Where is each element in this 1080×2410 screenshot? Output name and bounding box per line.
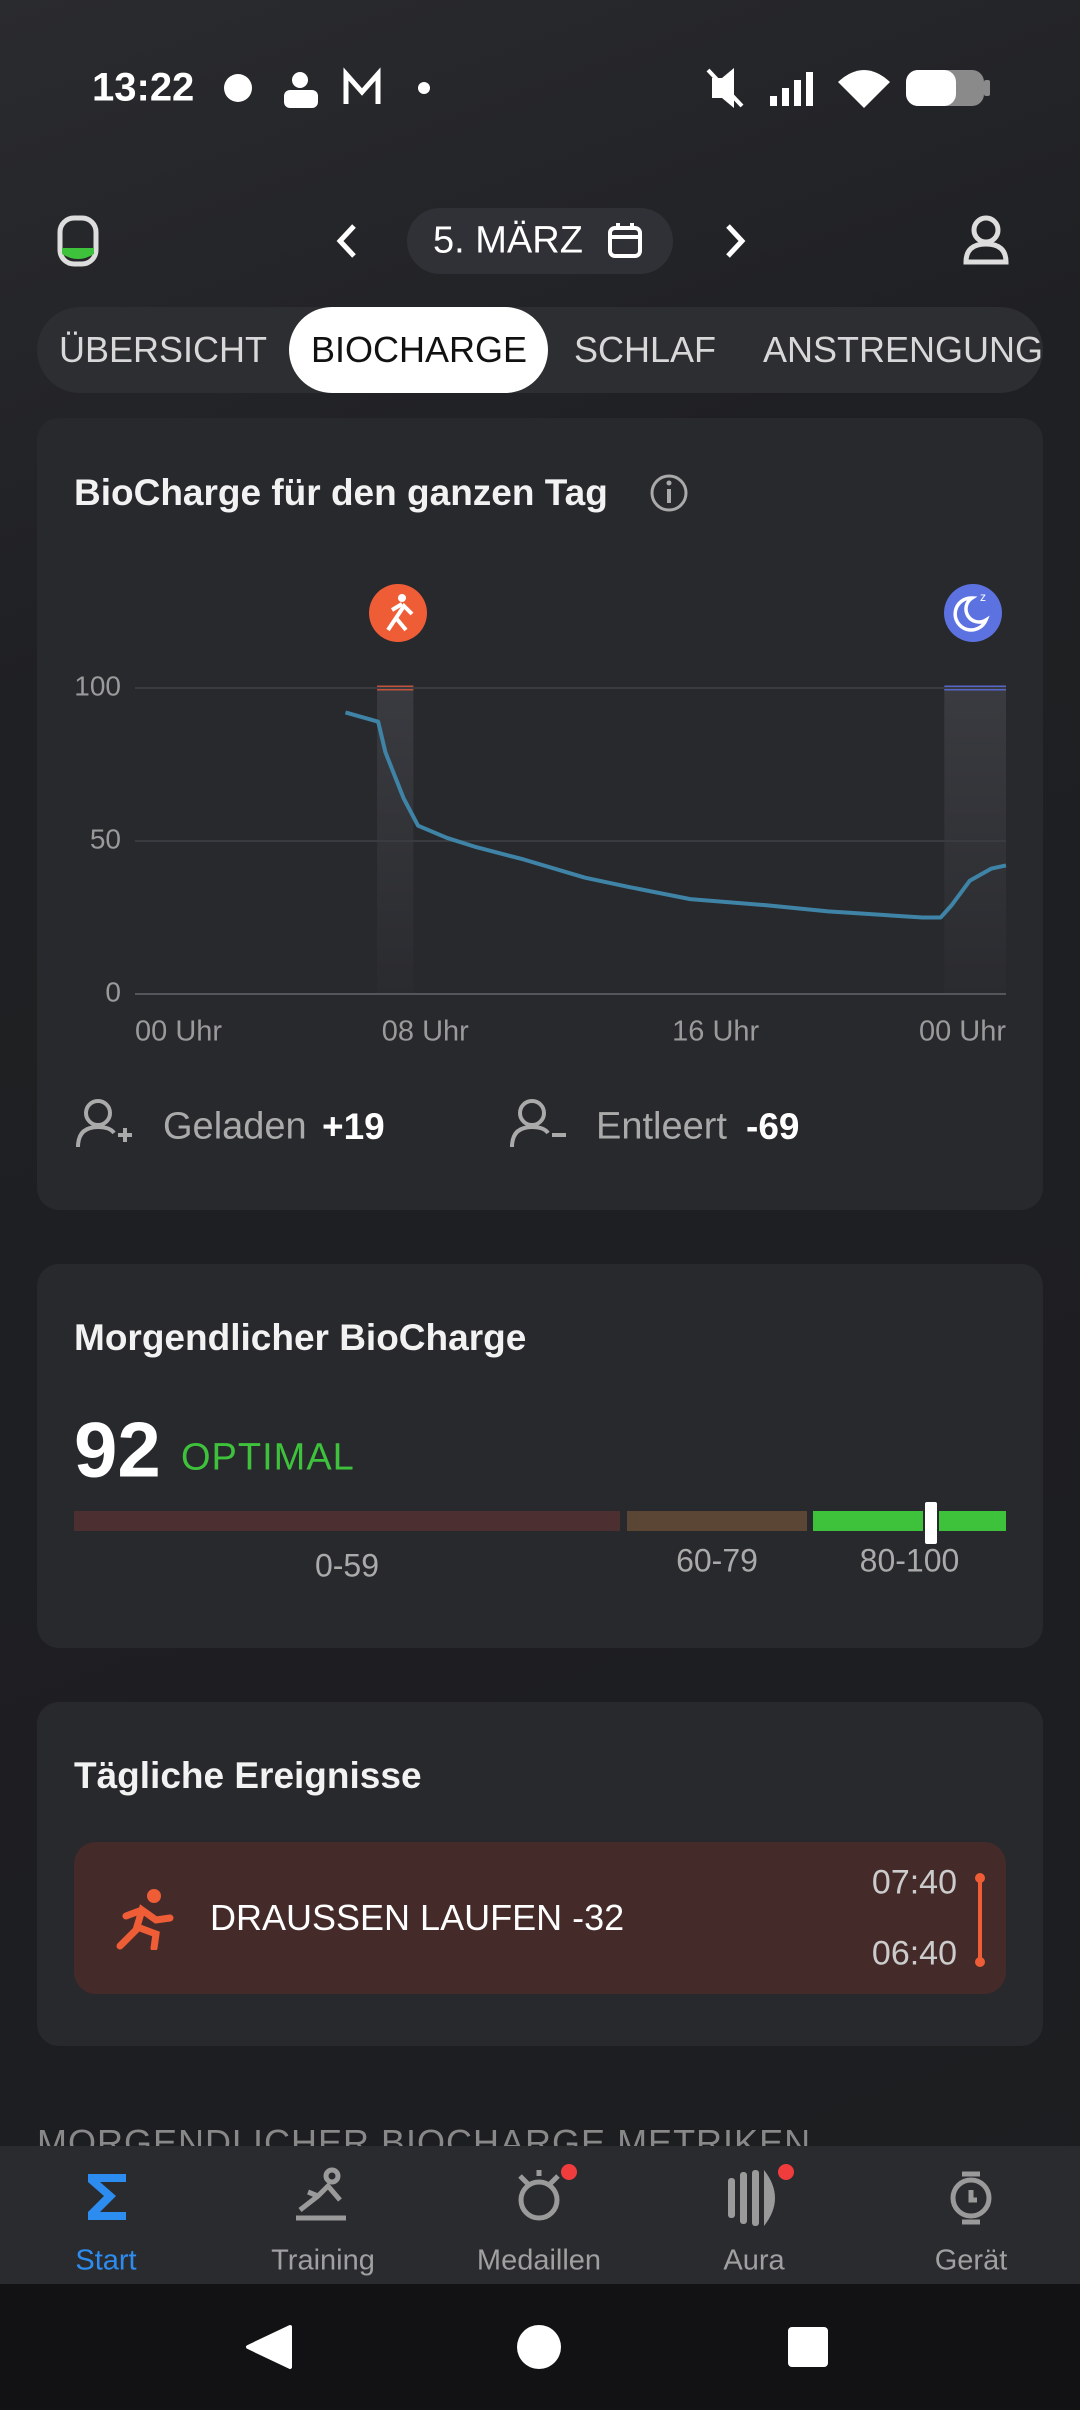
tab-bar [37,307,1043,393]
svg-text:z: z [980,590,986,604]
home-button[interactable] [517,2325,561,2369]
bottom-nav [0,2146,1080,2284]
active-tab-pill [289,307,548,393]
morning-score: 92 [74,1405,161,1494]
section-peek: MORGENDLICHER BIOCHARGE METRIKEN [37,2122,812,2146]
nav-item[interactable]: Medaillen [476,2244,602,2277]
biocharge-chart: z 0 50 100 00 Uhr 08 Uhr 16 Uhr 00 Uhr [74,584,1007,1048]
run-icon [116,1889,174,1950]
card-title: Tägliche Ereignisse [74,1755,422,1796]
tab[interactable]: SCHLAF [573,329,717,370]
section-peek-clip: MORGENDLICHER BIOCHARGE METRIKEN [37,2118,1043,2146]
x-tick-label: 00 Uhr [135,1016,222,1048]
nav-item[interactable]: Training [271,2244,375,2277]
run-marker [369,584,427,642]
x-tick-label: 16 Uhr [672,1016,759,1048]
calendar-icon [608,223,642,258]
header-icons [57,215,1009,267]
charged-value: +19 [322,1106,385,1147]
drained-icon [510,1099,566,1148]
daily-card [37,418,1043,1210]
card-title: BioCharge für den ganzen Tag [74,472,608,513]
next-day[interactable] [726,224,746,258]
y-tick-label: 50 [90,823,121,854]
tab[interactable]: ÜBERSICHT [58,329,268,370]
status-time: 13:22 [92,65,195,110]
drained-value: -69 [746,1106,800,1147]
watch-icon[interactable] [57,215,99,267]
date-pill[interactable] [407,208,673,274]
drained-label: Entleert [596,1105,727,1148]
range-label: 60-79 [676,1542,758,1579]
nav-item[interactable]: Gerät [934,2244,1008,2277]
status-icons [224,67,990,108]
morning-card [37,1264,1043,1648]
y-tick-label: 100 [74,670,121,701]
event-timeline [975,1873,985,1967]
system-nav-icons [246,2325,828,2369]
x-tick-label: 00 Uhr [919,1016,1006,1048]
nav-item[interactable]: Aura [723,2244,785,2277]
tab-clip: ANSTRENGUNG [760,307,1043,393]
card-title: Morgendlicher BioCharge [74,1317,527,1358]
nav-icons [88,2164,992,2226]
x-tick-label: 08 Uhr [382,1016,469,1048]
info-icon[interactable] [648,472,690,514]
sleep-marker: z [944,584,1002,642]
range-label: 80-100 [859,1542,960,1579]
recents-button[interactable] [788,2327,828,2367]
date-label: 5. MÄRZ [433,219,583,262]
event-item[interactable] [74,1842,1006,1994]
profile-icon[interactable] [963,215,1009,265]
nav-item[interactable]: Start [75,2244,137,2277]
event-end: 07:40 [871,1863,957,1902]
charged-label: Geladen [163,1105,307,1148]
event-name: DRAUSSEN LAUFEN -32 [210,1897,625,1938]
range-segment [627,1511,807,1531]
score-marker [922,1500,939,1546]
range-label: 0-59 [314,1547,380,1584]
prev-day[interactable] [336,224,356,258]
tab[interactable]: ANSTRENGUNG [762,329,1043,370]
back-button[interactable] [246,2325,292,2369]
range-segment [74,1511,620,1531]
range-segment [813,1511,1006,1531]
y-tick-label: 0 [105,976,121,1007]
event-start: 06:40 [871,1934,957,1973]
biocharge-line [344,710,1007,920]
charged-icon [76,1099,132,1148]
tab-active[interactable]: BIOCHARGE [310,329,528,370]
morning-status: OPTIMAL [181,1436,355,1479]
